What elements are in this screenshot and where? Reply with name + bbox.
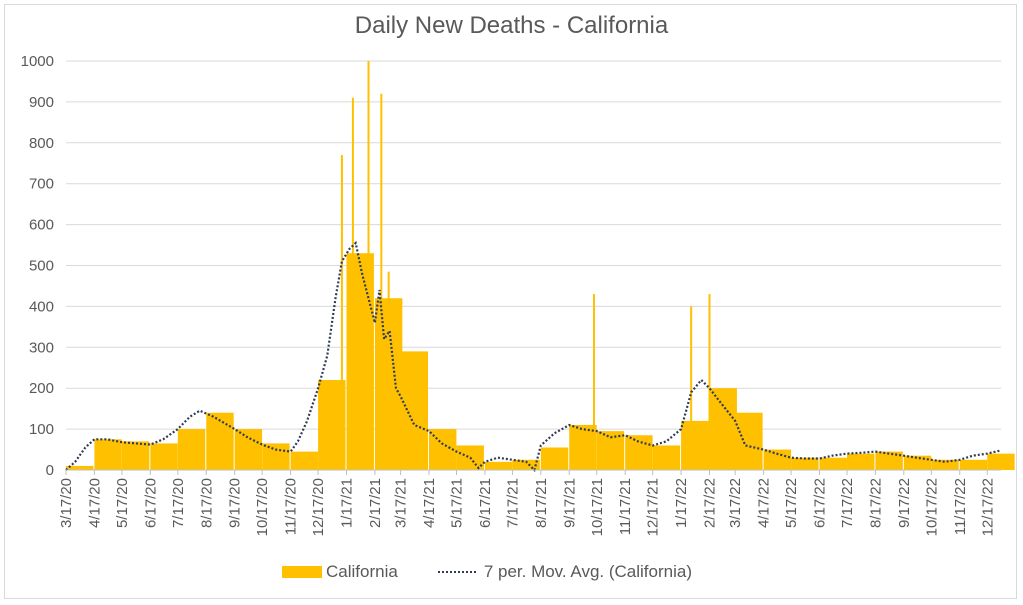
bar xyxy=(121,441,150,470)
x-tick-label: 11/17/20 xyxy=(283,478,300,535)
bar xyxy=(959,459,988,470)
y-tick-label: 0 xyxy=(46,462,54,479)
x-tick-label: 9/17/21 xyxy=(561,478,578,528)
x-tick-label: 12/17/21 xyxy=(645,478,662,536)
bar xyxy=(763,449,791,470)
bar xyxy=(847,453,875,470)
bar xyxy=(875,451,903,470)
chart-title: Daily New Deaths - California xyxy=(354,12,669,39)
x-tick-label: 5/17/21 xyxy=(449,478,466,528)
bar xyxy=(903,455,932,470)
x-axis: 3/17/20 4/17/20 5/17/20 6/17/20 7/17/20 8/17/… xyxy=(58,469,1001,536)
legend-line-swatch xyxy=(437,571,476,573)
x-tick-label: 8/17/20 xyxy=(198,478,215,528)
x-tick-label: 9/17/22 xyxy=(896,478,913,528)
x-tick-label: 10/17/22 xyxy=(923,478,940,536)
x-tick-label: 11/17/21 xyxy=(617,478,634,535)
bar-peak xyxy=(351,97,354,470)
bar xyxy=(94,439,122,470)
bar xyxy=(819,457,847,470)
bar xyxy=(150,443,178,470)
bar xyxy=(66,465,94,470)
bar-peak xyxy=(593,294,595,470)
x-tick-label: 7/17/21 xyxy=(504,478,521,528)
bar xyxy=(400,351,428,470)
x-tick-label: 1/17/22 xyxy=(673,478,690,528)
y-tick-label: 600 xyxy=(29,217,54,234)
bar xyxy=(652,445,681,470)
bar xyxy=(735,412,763,470)
chart-plot: 0 100 200 300 400 500 600 700 800 900 1000 3/17/20… xyxy=(21,53,1015,536)
x-tick-label: 2/17/21 xyxy=(367,478,384,528)
y-tick-label: 700 xyxy=(29,176,54,193)
bar xyxy=(234,429,263,470)
bar xyxy=(709,388,737,470)
bar xyxy=(791,457,819,470)
x-tick-label: 6/17/21 xyxy=(477,478,494,528)
x-tick-label: 6/17/20 xyxy=(142,478,159,528)
y-tick-label: 300 xyxy=(29,339,54,356)
bar xyxy=(512,459,540,470)
moving-average-series xyxy=(65,240,1002,473)
y-tick-label: 900 xyxy=(29,94,54,111)
x-tick-label: 7/17/20 xyxy=(170,478,187,528)
bar xyxy=(262,443,290,470)
x-tick-label: 8/17/21 xyxy=(533,478,550,528)
bar xyxy=(569,425,597,470)
bar-peak xyxy=(340,155,343,470)
y-tick-label: 100 xyxy=(29,421,54,438)
y-tick-label: 1000 xyxy=(21,53,54,70)
x-tick-label: 7/17/22 xyxy=(839,478,856,528)
bar-peak xyxy=(387,271,390,470)
bar xyxy=(177,429,206,470)
bar-peak xyxy=(367,61,370,470)
x-tick-label: 8/17/22 xyxy=(867,478,884,528)
x-tick-label: 5/17/20 xyxy=(114,478,131,528)
bar xyxy=(206,412,234,470)
y-tick-label: 800 xyxy=(29,135,54,152)
y-tick-label: 500 xyxy=(29,258,54,275)
legend: California 7 per. Mov. Avg. (California) xyxy=(282,562,692,582)
x-tick-label: 4/17/20 xyxy=(86,478,103,528)
x-tick-label: 10/17/20 xyxy=(254,478,271,536)
legend-bar-label: California xyxy=(326,562,398,581)
bar xyxy=(681,420,709,470)
x-tick-label: 12/17/22 xyxy=(979,478,996,536)
bar xyxy=(290,451,318,470)
legend-line-label: 7 per. Mov. Avg. (California) xyxy=(483,562,692,581)
x-tick-label: 4/17/22 xyxy=(756,478,773,528)
bar xyxy=(346,253,374,470)
x-tick-label: 5/17/22 xyxy=(783,478,800,528)
x-tick-label: 3/17/21 xyxy=(393,478,410,528)
x-tick-label: 3/17/22 xyxy=(727,478,744,528)
x-tick-label: 3/17/20 xyxy=(58,478,75,528)
gridlines xyxy=(66,60,1001,471)
chart-frame xyxy=(4,4,1017,599)
bar xyxy=(987,453,1015,470)
moving-average-line xyxy=(65,240,1002,473)
bar xyxy=(625,435,653,470)
bar-peak xyxy=(380,93,383,470)
x-tick-label: 10/17/21 xyxy=(589,478,606,536)
x-tick-label: 9/17/20 xyxy=(227,478,244,528)
bar xyxy=(931,459,959,470)
x-tick-label: 6/17/22 xyxy=(812,478,829,528)
bar-series xyxy=(66,61,1015,470)
y-tick-label: 400 xyxy=(29,298,54,315)
bar xyxy=(484,461,513,470)
x-tick-label: 1/17/21 xyxy=(339,478,356,528)
y-axis: 0 100 200 300 400 500 600 700 800 900 1000 xyxy=(21,53,54,479)
bar-peak xyxy=(690,306,693,470)
y-tick-label: 200 xyxy=(29,380,54,397)
legend-bar-swatch xyxy=(282,566,322,578)
bar-peak xyxy=(708,294,711,470)
x-tick-label: 12/17/20 xyxy=(310,478,327,536)
x-tick-label: 4/17/21 xyxy=(421,478,438,528)
x-tick-label: 2/17/22 xyxy=(702,478,719,528)
bar xyxy=(540,447,569,470)
x-tick-label: 11/17/22 xyxy=(952,478,969,535)
